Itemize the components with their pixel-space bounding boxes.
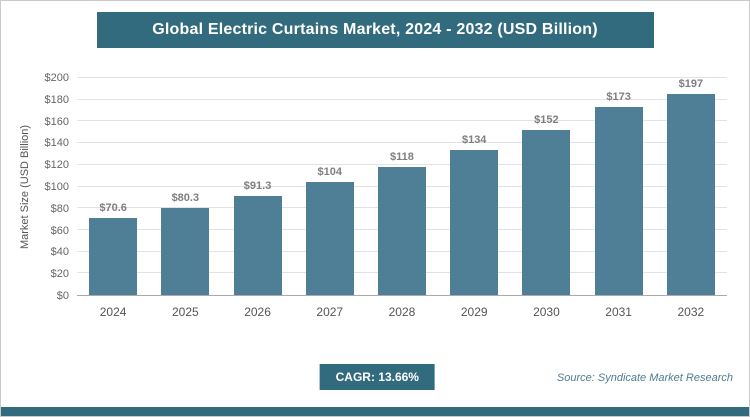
bar-group: $152 2030 [510,78,582,319]
gridline [77,77,727,78]
gridline [77,142,727,144]
x-tick-label: 2031 [605,305,632,319]
x-tick-label: 2030 [533,305,560,319]
bar [522,130,571,295]
bar-value-label: $152 [534,114,559,127]
bar [89,218,138,295]
x-tick-label: 2024 [99,305,127,319]
bar [594,107,643,295]
bar-value-label: $70.6 [99,202,127,215]
x-tick-label: 2027 [316,305,344,319]
gridline [77,120,727,122]
bar-value-label: $80.3 [171,191,200,204]
chart-title-bar: Global Electric Curtains Market, 2024 - … [96,12,654,48]
bar [161,207,210,295]
gridline [77,98,727,100]
bar-group: $118 2028 [366,78,438,319]
bar-group: $91.3 2026 [221,78,293,319]
cagr-badge: CAGR: 13.66% [319,364,435,390]
y-axis-label: Market Size (USD Billion) [19,124,31,250]
y-tick-label: $60 [50,224,69,237]
chart-footer: CAGR: 13.66% Source: Syndicate Market Re… [1,364,749,390]
chart-area: Market Size (USD Billion) $0 $20 $40 $60 $80… [15,72,727,319]
bar-group: $173 2031 [583,78,655,319]
y-tick-label: $100 [44,181,69,193]
bar-group: $134 2029 [438,78,510,319]
bar [377,166,426,295]
bar-value-label: $197 [678,78,704,90]
bottom-accent-strip [1,407,749,416]
bar-value-label: $91.3 [243,179,272,192]
x-tick-label: 2026 [244,305,271,319]
bar-value-label: $104 [317,166,342,179]
y-tick-label: $140 [44,137,69,150]
bar-value-label: $118 [390,150,414,163]
x-tick-label: 2025 [171,305,199,319]
bar [305,182,354,295]
bar-group: $197 2032 [655,78,727,319]
x-tick-label: 2032 [677,305,705,319]
bar-value-label: $173 [606,91,631,104]
y-tick-label: $80 [50,202,69,215]
bar-group: $70.6 2024 [77,78,149,319]
y-axis-ticks: $0 $20 $40 $60 $80 $100 $120 $140 $160 $180 $200 [35,72,77,302]
bar [233,195,282,295]
y-tick-label: $180 [44,93,69,106]
gridline [77,163,727,165]
bar-value-label: $134 [461,133,487,146]
y-axis-label-wrap: Market Size (USD Billion) [15,78,35,296]
y-tick-label: $20 [50,268,69,281]
bar [666,94,715,295]
y-tick-label: $40 [50,246,69,259]
x-tick-label: 2028 [388,305,416,319]
bar-group: $80.3 2025 [149,78,221,319]
y-tick-label: $120 [44,159,69,172]
y-tick-label: $200 [44,72,69,84]
plot-area: $70.6 2024 $80.3 2025 $91.3 2026 $104 2027 $118 2… [77,77,727,319]
bar-group: $104 2027 [294,78,366,319]
bars-container: $70.6 2024 $80.3 2025 $91.3 2026 $104 2027 $118 2… [77,78,727,319]
y-tick-label: $160 [44,115,69,128]
x-tick-label: 2029 [460,305,488,319]
y-tick-label: $0 [56,290,69,302]
chart-title: Global Electric Curtains Market, 2024 - … [152,21,598,38]
source-attribution: Source: Syndicate Market Research [556,372,733,385]
bar [450,149,499,295]
